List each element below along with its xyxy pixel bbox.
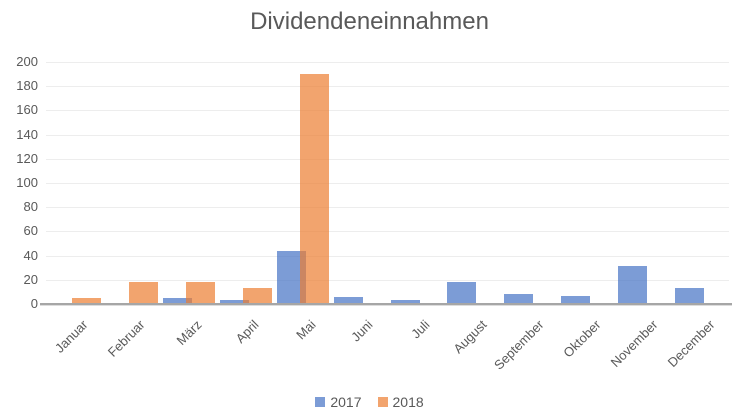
gridline-120 (46, 158, 729, 160)
bar-2018-februar (128, 282, 158, 304)
x-axis-month-label-januar: Januar (52, 317, 92, 356)
legend-swatch-2017 (315, 397, 326, 407)
y-axis-tick-label-0: 0 (30, 296, 38, 311)
x-axis-month-label-november: November (607, 317, 661, 371)
bar-2017-april (219, 300, 249, 304)
y-axis-tick-label-60: 60 (23, 223, 38, 239)
x-axis-month-label-juli: Juli (408, 317, 433, 342)
bar-2017-oktober (561, 295, 591, 304)
bar-2017-november (618, 266, 648, 304)
bar-2017-märz (162, 297, 192, 304)
legend-label-2017: 2017 (330, 394, 362, 410)
bar-2017-juli (390, 300, 420, 304)
bar-2018-märz (185, 282, 215, 304)
x-axis-line (40, 303, 732, 306)
y-axis-tick-label-160: 160 (16, 102, 38, 118)
y-axis-tick-label-100: 100 (16, 175, 38, 190)
bar-2018-mai (299, 74, 329, 304)
x-axis-month-label-december: December (664, 317, 718, 371)
legend-item-2018: 2018 (377, 394, 424, 410)
x-axis-month-label-juni: Juni (348, 317, 376, 345)
x-axis-month-label-april: April (232, 317, 262, 347)
gridline-140 (46, 134, 729, 136)
bar-2017-september (504, 294, 534, 304)
gridline-60 (46, 231, 729, 233)
x-axis-month-label-oktober: Oktober (559, 317, 604, 361)
gridline-40 (46, 255, 729, 257)
gridline-200 (46, 62, 729, 63)
legend-label-2018: 2018 (392, 394, 424, 410)
x-axis-month-label-februar: Februar (105, 317, 148, 360)
gridline-160 (46, 110, 729, 112)
bar-2018-januar (72, 297, 101, 304)
gridline-20 (46, 279, 729, 281)
legend: 2017 2018 (0, 394, 739, 410)
gridline-80 (46, 207, 729, 209)
x-axis-month-label-mai: Mai (293, 317, 319, 343)
chart-title: Dividendeneinnahmen (250, 8, 489, 35)
legend-item-2017: 2017 (315, 394, 362, 410)
gridline-180 (46, 86, 729, 88)
y-axis-tick-label-40: 40 (23, 247, 38, 263)
bar-2017-december (675, 288, 705, 304)
x-axis-month-label-september: September (490, 317, 547, 373)
y-axis-tick-label-180: 180 (16, 78, 38, 94)
y-axis-tick-label-80: 80 (23, 199, 38, 215)
y-axis-tick-label-140: 140 (16, 126, 38, 142)
bar-2017-juni (333, 296, 363, 304)
y-axis-tick-label-20: 20 (23, 271, 38, 287)
bar-2017-august (447, 282, 477, 304)
bar-2018-april (242, 288, 272, 304)
gridline-100 (46, 183, 729, 184)
x-axis-month-label-märz: März (173, 317, 205, 349)
y-axis-tick-label-120: 120 (16, 150, 38, 166)
legend-swatch-2018 (377, 397, 388, 407)
y-axis-tick-label-200: 200 (16, 54, 38, 69)
x-axis-month-label-august: August (450, 317, 490, 357)
